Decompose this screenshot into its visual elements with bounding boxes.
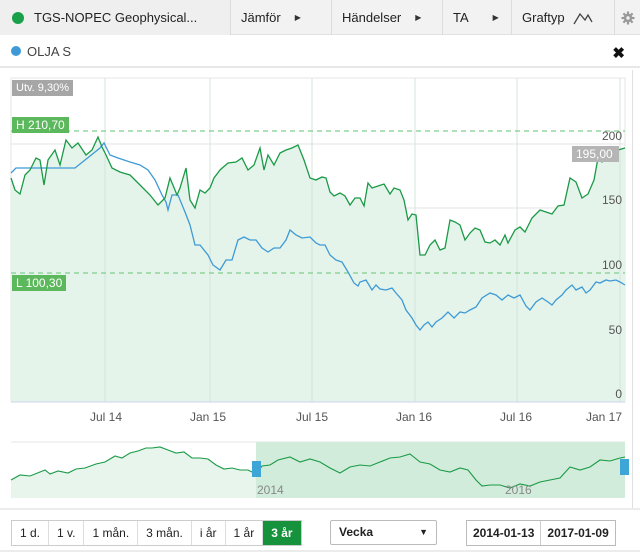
navigator[interactable] bbox=[0, 440, 640, 500]
date-to-input[interactable]: 2017-01-09 bbox=[547, 526, 609, 540]
compare-menu[interactable]: Jämför ▶ bbox=[231, 0, 332, 35]
caret-down-icon: ▼ bbox=[419, 527, 428, 537]
caret-right-icon: ▶ bbox=[492, 13, 499, 22]
x-tick: Jul 15 bbox=[296, 410, 329, 424]
range-selector: 1 d. 1 v. 1 mån. 3 mån. i år 1 år 3 år bbox=[11, 520, 302, 546]
date-range: 2014-01-13 2017-01-09 bbox=[466, 520, 616, 546]
events-label: Händelser bbox=[342, 10, 402, 25]
x-tick: Jul 14 bbox=[90, 410, 123, 424]
interval-select[interactable]: Vecka ▼ bbox=[330, 520, 437, 545]
graph-type-menu[interactable]: Graftyp bbox=[512, 0, 615, 35]
range-1d-button[interactable]: 1 d. bbox=[12, 521, 50, 545]
navigator-year-label: 2014 bbox=[257, 483, 284, 497]
ta-menu[interactable]: TA ▶ bbox=[443, 0, 512, 35]
close-icon[interactable]: ✖ bbox=[612, 45, 625, 62]
date-from-input[interactable]: 2014-01-13 bbox=[467, 521, 542, 545]
graph-type-label: Graftyp bbox=[522, 10, 565, 25]
navigator-year-label: 2016 bbox=[505, 483, 532, 497]
last-price-badge: 195,00 bbox=[572, 146, 619, 162]
low-badge: L 100,30 bbox=[12, 275, 67, 291]
change-badge: Utv. 9,30% bbox=[12, 80, 73, 96]
legend-series-label[interactable]: OLJA S bbox=[27, 43, 72, 59]
main-chart[interactable] bbox=[0, 68, 640, 408]
legend-bar: OLJA S ✖ bbox=[0, 36, 640, 68]
x-tick: Jan 17 bbox=[586, 410, 623, 424]
x-tick: Jan 16 bbox=[396, 410, 433, 424]
compare-label: Jämför bbox=[241, 10, 281, 25]
primary-instrument[interactable]: TGS-NOPEC Geophysical... bbox=[0, 0, 231, 35]
instrument-color-dot bbox=[12, 11, 24, 24]
x-tick: Jul 16 bbox=[500, 410, 533, 424]
line-chart-icon bbox=[573, 12, 593, 24]
y-tick: 150 bbox=[601, 193, 622, 207]
x-tick: Jan 15 bbox=[190, 410, 227, 424]
interval-value: Vecka bbox=[339, 525, 374, 539]
chart-toolbar: TGS-NOPEC Geophysical... Jämför ▶ Händel… bbox=[0, 0, 640, 35]
events-menu[interactable]: Händelser ▶ bbox=[332, 0, 443, 35]
series-color-dot bbox=[11, 46, 21, 56]
range-ytd-button[interactable]: i år bbox=[191, 521, 226, 545]
settings-button[interactable] bbox=[615, 0, 640, 35]
panel-border bbox=[632, 70, 633, 508]
instrument-name: TGS-NOPEC Geophysical... bbox=[34, 10, 198, 25]
high-badge: H 210,70 bbox=[12, 117, 69, 133]
caret-right-icon: ▶ bbox=[294, 13, 301, 22]
range-3y-button[interactable]: 3 år bbox=[263, 521, 301, 545]
ta-label: TA bbox=[453, 10, 469, 25]
range-1w-button[interactable]: 1 v. bbox=[49, 521, 85, 545]
y-tick: 200 bbox=[601, 129, 622, 143]
range-1y-button[interactable]: 1 år bbox=[225, 521, 264, 545]
caret-right-icon: ▶ bbox=[415, 13, 422, 22]
bottom-controls bbox=[0, 508, 640, 552]
gear-icon bbox=[621, 11, 635, 24]
range-3m-button[interactable]: 3 mån. bbox=[138, 521, 192, 545]
y-tick: 100 bbox=[601, 258, 622, 272]
y-tick: 0 bbox=[615, 387, 622, 401]
y-tick: 50 bbox=[608, 323, 622, 337]
range-1m-button[interactable]: 1 mån. bbox=[84, 521, 139, 545]
